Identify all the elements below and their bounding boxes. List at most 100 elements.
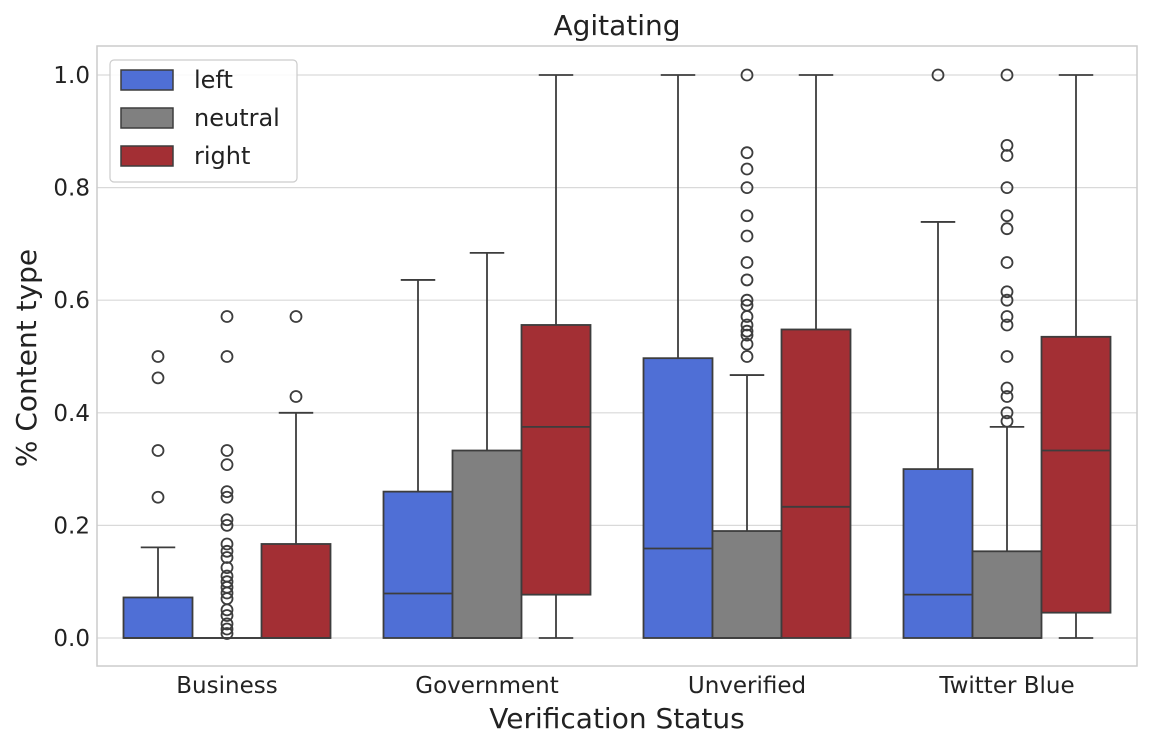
box-body	[382, 490, 454, 639]
y-tick-label: 0.2	[53, 513, 90, 539]
outlier-point	[740, 337, 754, 351]
box-body	[711, 530, 783, 639]
box-right-business	[260, 310, 332, 639]
outlier-point	[740, 298, 754, 312]
outlier-point	[740, 256, 754, 269]
y-tick-label: 0.0	[53, 626, 90, 652]
x-tick-label: Business	[176, 673, 277, 699]
box-left-unverified	[642, 74, 714, 639]
outlier-point	[220, 513, 234, 527]
outlier-point	[220, 544, 234, 558]
plot-frame	[96, 45, 1138, 667]
outlier-point	[1000, 390, 1014, 403]
outlier-point	[220, 350, 234, 363]
outlier-point	[151, 350, 165, 363]
outlier-point	[220, 551, 234, 564]
outlier-point	[220, 609, 234, 622]
box-body	[260, 543, 332, 639]
box-left-twitter-blue	[902, 68, 974, 639]
outlier-point	[220, 537, 234, 551]
box-body	[1040, 335, 1112, 614]
legend-label-right: right	[194, 142, 250, 170]
outlier-point	[1000, 414, 1014, 428]
box-body	[451, 449, 523, 639]
box-body	[642, 357, 714, 639]
outlier-point	[1000, 293, 1014, 307]
box-neutral-twitter-blue	[971, 68, 1043, 639]
outlier-point	[740, 350, 754, 363]
x-tick-label: Unverified	[688, 673, 806, 699]
y-tick-label: 0.8	[53, 176, 90, 202]
box-left-business	[122, 350, 194, 639]
outlier-point	[740, 68, 754, 82]
outlier-point	[1000, 181, 1014, 195]
outlier-point	[740, 181, 754, 195]
outlier-point	[220, 310, 234, 323]
outlier-point	[220, 569, 234, 583]
outlier-point	[220, 485, 234, 499]
box-series	[122, 68, 1112, 640]
outlier-point	[740, 146, 754, 160]
box-neutral-business	[191, 310, 263, 640]
legend-swatch-left	[120, 69, 174, 91]
x-tick-label: Twitter Blue	[938, 673, 1074, 699]
box-body	[902, 468, 974, 639]
box-left-government	[382, 279, 454, 639]
outlier-point	[220, 575, 234, 589]
outlier-point	[740, 324, 754, 338]
outlier-point	[220, 444, 234, 457]
outlier-point	[220, 622, 234, 636]
outlier-point	[1000, 68, 1014, 82]
outlier-point	[1000, 318, 1014, 332]
box-body	[520, 324, 592, 596]
outlier-point	[740, 273, 754, 287]
outlier-point	[1000, 285, 1014, 299]
outlier-point	[1000, 350, 1014, 363]
legend-swatch-right	[120, 145, 174, 167]
outlier-point	[740, 162, 754, 176]
outlier-point	[1000, 209, 1014, 223]
outlier-point	[151, 490, 165, 504]
outlier-point	[1000, 406, 1014, 420]
legend: left neutral right	[109, 59, 298, 183]
outlier-point	[931, 68, 945, 82]
legend-swatch-neutral	[120, 107, 174, 129]
box-neutral-unverified	[711, 68, 783, 639]
y-tick-label: 0.6	[53, 288, 90, 314]
outlier-point	[289, 310, 303, 323]
axis-ticks: 0.0 0.2 0.4 0.6 0.8 1.0 Business Government Unve…	[53, 63, 1074, 699]
box-right-twitter-blue	[1040, 74, 1112, 639]
box-right-government	[520, 74, 592, 639]
y-axis-title: % Content type	[10, 249, 43, 467]
outlier-point	[1000, 381, 1014, 395]
outlier-point	[1000, 310, 1014, 323]
outlier-point	[220, 519, 234, 532]
y-tick-label: 0.4	[53, 401, 90, 427]
outlier-point	[289, 390, 303, 403]
outlier-point	[151, 444, 165, 457]
outlier-point	[1000, 222, 1014, 236]
legend-label-neutral: neutral	[194, 104, 280, 132]
outlier-point	[220, 627, 234, 640]
x-tick-label: Government	[415, 673, 558, 699]
outlier-point	[740, 310, 754, 323]
chart-title: Agitating	[553, 9, 680, 42]
outlier-point	[1000, 256, 1014, 269]
outlier-point	[220, 458, 234, 471]
outlier-point	[740, 293, 754, 307]
box-right-unverified	[780, 74, 852, 639]
outlier-point	[740, 229, 754, 243]
box-body	[780, 328, 852, 639]
outlier-point	[220, 490, 234, 504]
box-body	[122, 596, 194, 639]
outlier-point	[151, 371, 165, 385]
box-body	[971, 550, 1043, 639]
y-tick-label: 1.0	[53, 63, 90, 89]
outlier-point	[740, 318, 754, 332]
x-axis-title: Verification Status	[489, 702, 744, 735]
outlier-point	[740, 209, 754, 223]
legend-label-left: left	[194, 66, 233, 94]
box-neutral-government	[451, 252, 523, 639]
outlier-point	[1000, 138, 1014, 152]
